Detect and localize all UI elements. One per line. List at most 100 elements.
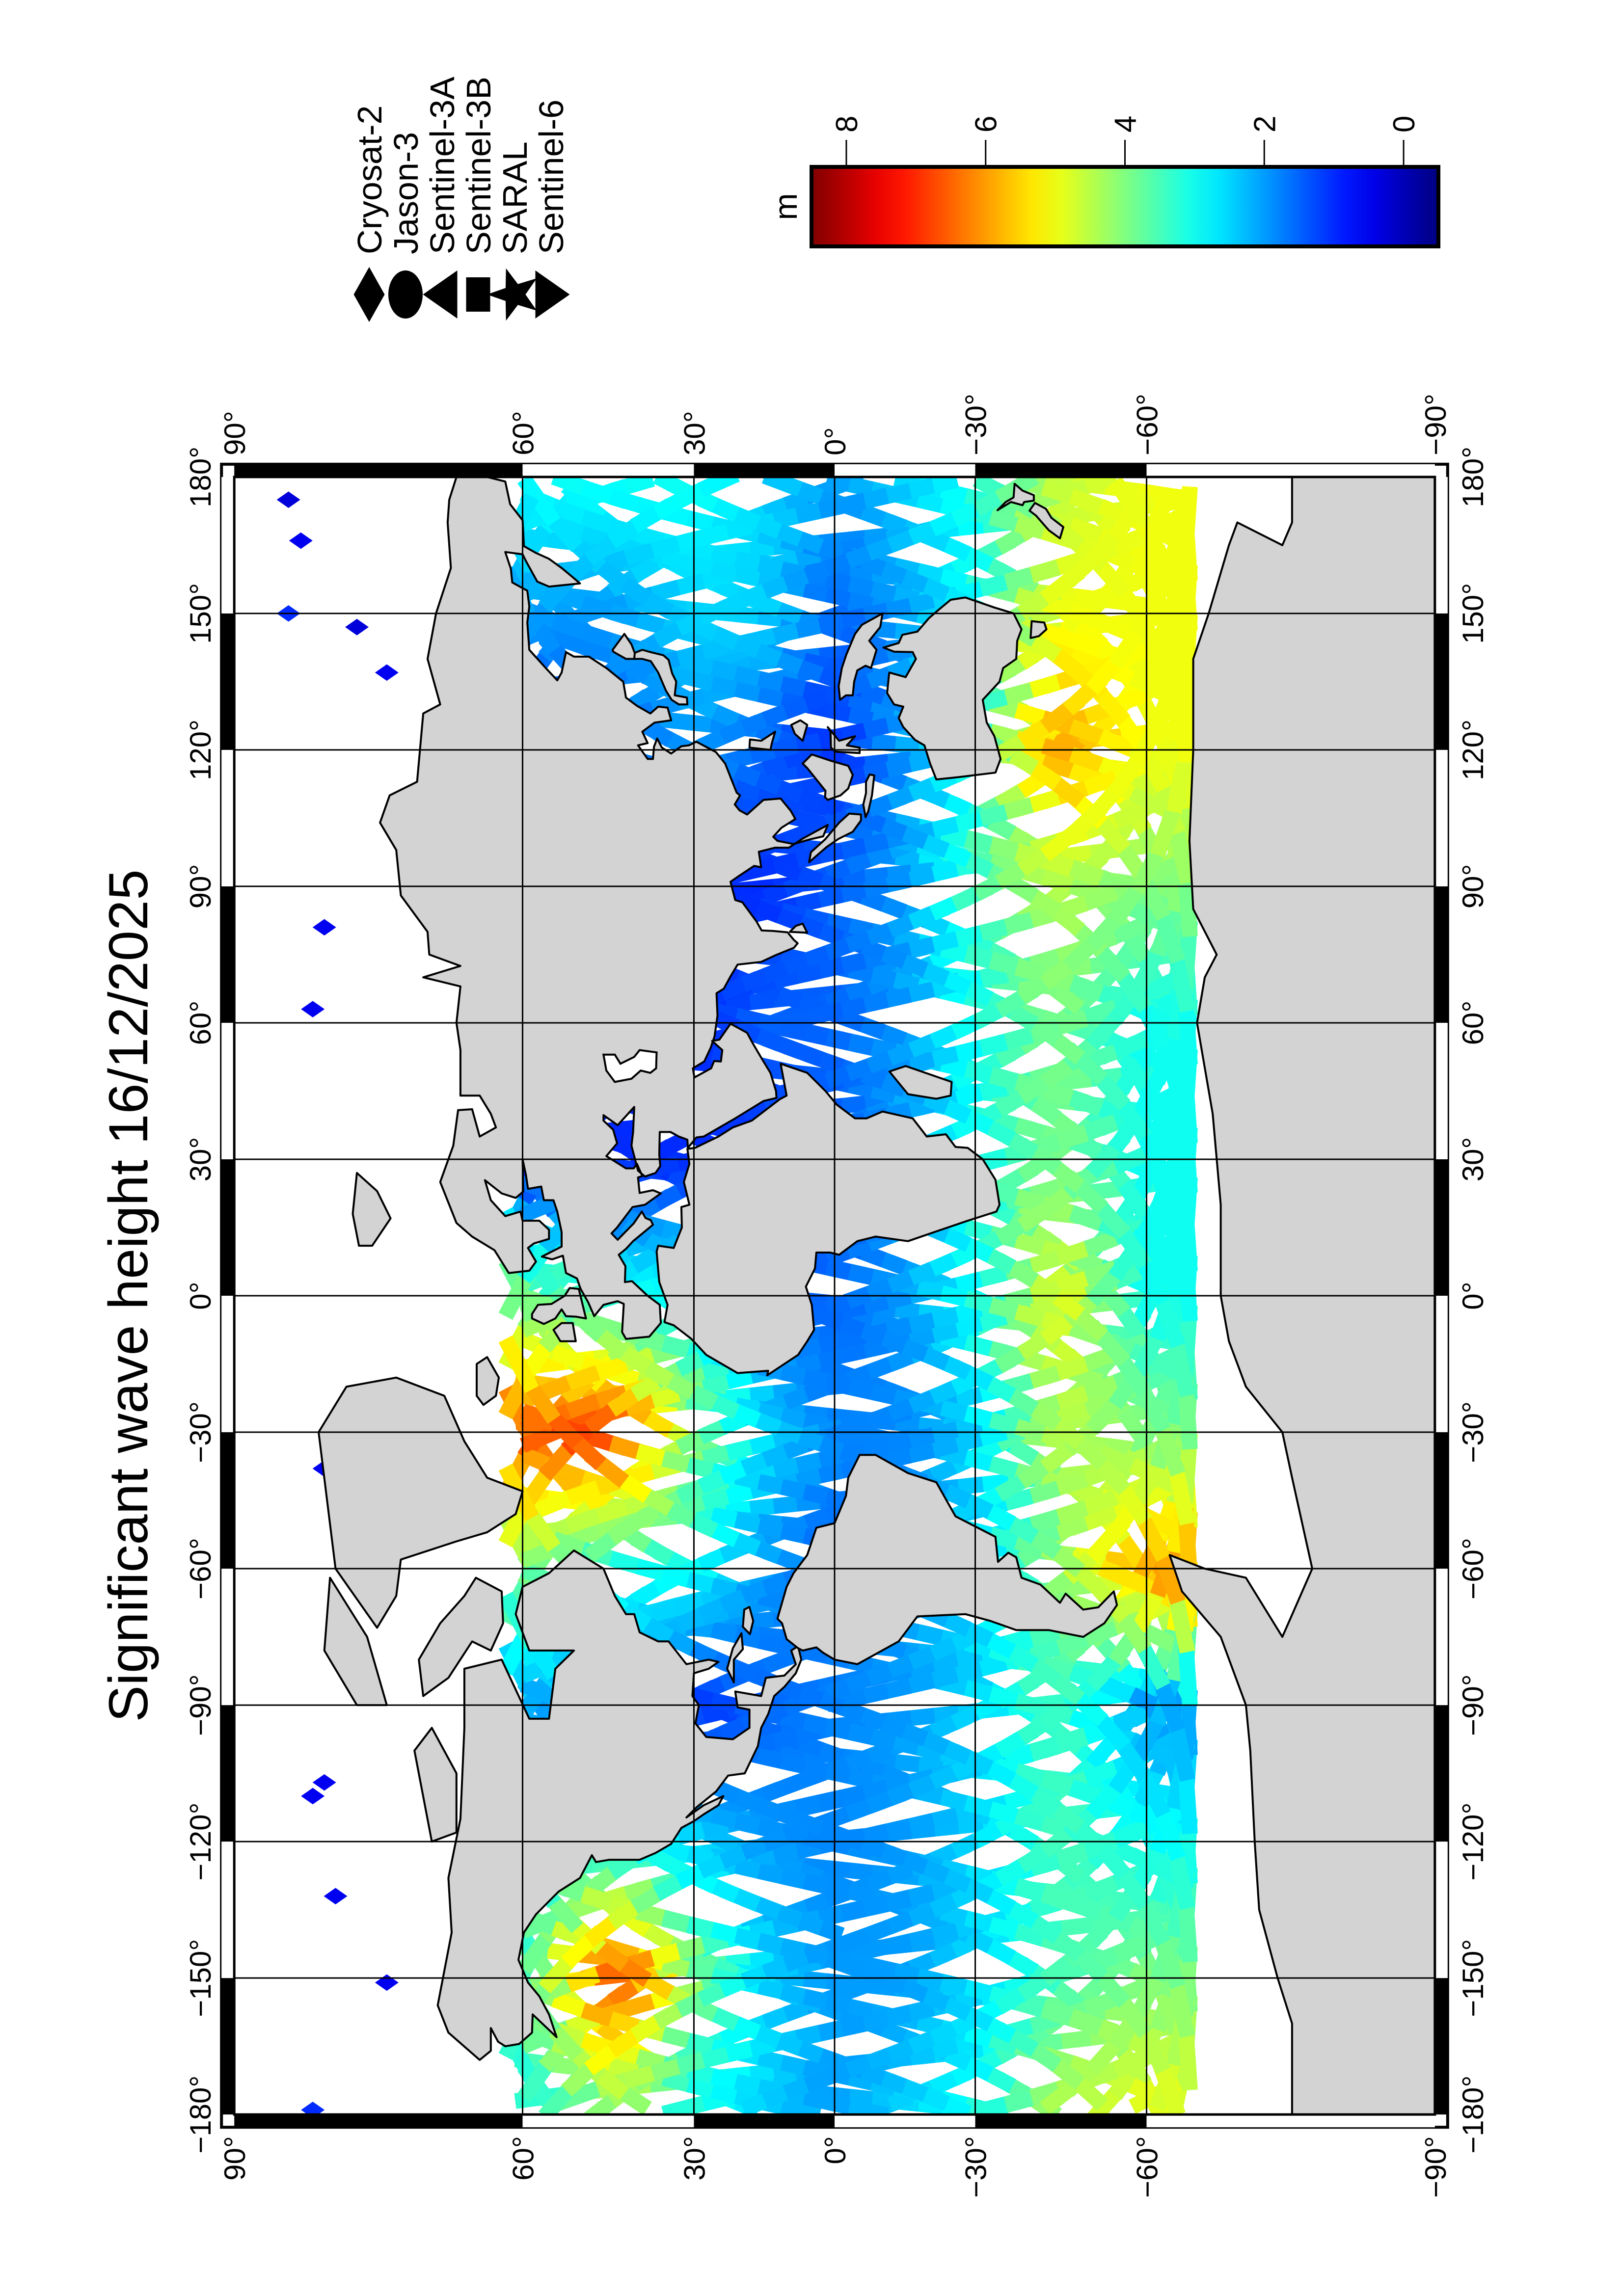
lon-tick-label-top: −180° [184, 2076, 217, 2154]
track-segment [1177, 1123, 1198, 1194]
legend-item: Jason-3 [387, 132, 425, 319]
frame-lon-segment [1434, 749, 1448, 886]
frame-lon-segment [221, 749, 235, 886]
track-segment [1177, 1764, 1198, 1835]
frame-lon-segment [1434, 1569, 1448, 1706]
frame-lon-segment [1434, 1842, 1448, 1978]
track-segment [1177, 995, 1198, 1066]
lon-tick-label-top: 60° [184, 1001, 217, 1045]
lon-tick-label-bottom: −60° [1457, 1538, 1489, 1600]
track-segment [824, 1951, 866, 1979]
frame-lon-segment [221, 1569, 235, 1706]
lat-tick-label-right: 30° [678, 411, 711, 455]
frame-lat-segment [975, 2114, 1147, 2128]
frame-lon-segment [1434, 1022, 1448, 1159]
track-segment [780, 2099, 822, 2115]
frame-lon-segment [1434, 1296, 1448, 1433]
frame-lon-segment [221, 1022, 235, 1159]
lon-tick-label-bottom: −30° [1457, 1401, 1489, 1463]
lon-tick-label-top: −30° [184, 1401, 217, 1463]
measurement-point [312, 919, 336, 936]
colorbar-tick-label: 8 [830, 116, 864, 133]
frame-lon-segment [221, 1705, 235, 1842]
frame-lat-segment [234, 464, 523, 477]
measurement-point [324, 1888, 348, 1905]
lat-tick-label-right: 60° [507, 411, 540, 455]
lat-tick-label-left: 90° [218, 2136, 251, 2181]
track-segment [1177, 511, 1198, 582]
track-segment [653, 477, 697, 503]
measurement-point [312, 1774, 336, 1791]
track-segment [1177, 1379, 1198, 1450]
map-title: Significant wave height 16/12/2025 [98, 869, 159, 1722]
frame-lat-segment [694, 464, 835, 477]
frame-lat-segment [975, 464, 1147, 477]
lat-tick-label-left: 0° [819, 2136, 852, 2164]
lon-tick-label-bottom: 90° [1457, 864, 1489, 909]
triangle-left-marker-icon [423, 270, 458, 319]
colorbar-unit-label: m [767, 193, 804, 220]
legend-item: Sentinel-3B [460, 77, 498, 312]
legend-label: Jason-3 [387, 132, 425, 254]
lat-tick-label-left: 30° [678, 2136, 711, 2181]
measurement-point [375, 664, 399, 681]
map-area [234, 477, 1435, 2115]
track-segment [847, 2099, 890, 2115]
colorbar-gradient [810, 165, 1440, 248]
frame-lat-segment [835, 464, 975, 477]
frame-lat-segment [835, 2114, 975, 2128]
frame-lon-segment [1434, 477, 1448, 614]
track-segment [661, 2096, 705, 2115]
frame-lat-segment [694, 2114, 835, 2128]
triangle-right-marker-icon [535, 270, 570, 319]
lat-tick-label-left: −60° [1131, 2136, 1164, 2198]
lon-tick-label-top: 180° [184, 447, 217, 507]
measurement-point [375, 1974, 399, 1991]
lat-tick-label-left: −90° [1419, 2136, 1452, 2198]
lon-tick-label-bottom: −180° [1457, 2076, 1489, 2154]
frame-lon-segment [221, 613, 235, 750]
lon-tick-label-bottom: 180° [1457, 447, 1489, 507]
measurement-point [301, 1001, 325, 1017]
frame-lat-segment [1146, 464, 1435, 477]
frame-lon-segment [1434, 1978, 1448, 2115]
frame-lon-segment [1434, 1159, 1448, 1296]
colorbar-tick-label: 2 [1248, 116, 1282, 133]
star-marker-icon [487, 268, 537, 321]
frame-lon-segment [1434, 1432, 1448, 1569]
frame-lat-segment [1146, 2114, 1435, 2128]
lon-tick-label-bottom: 0° [1457, 1281, 1489, 1309]
square-marker-icon [466, 277, 490, 312]
lon-tick-label-top: −150° [184, 1939, 217, 2017]
track-segment [1177, 867, 1198, 937]
frame-lon-segment [221, 1432, 235, 1569]
lon-tick-label-bottom: 120° [1457, 720, 1489, 780]
measurement-point [301, 1788, 325, 1805]
lat-tick-label-right: −60° [1131, 394, 1164, 455]
legend-label: SARAL [496, 141, 534, 254]
frame-lon-segment [1434, 886, 1448, 1023]
track-segment [761, 477, 803, 497]
lon-tick-label-top: 0° [184, 1281, 217, 1309]
frame-lon-segment [221, 1978, 235, 2115]
lat-tick-label-left: −30° [960, 2136, 993, 2198]
frame-lon-segment [221, 1842, 235, 1978]
legend-label: Cryosat-2 [351, 106, 389, 254]
legend-label: Sentinel-6 [532, 100, 570, 254]
measurement-point [345, 618, 369, 636]
lat-tick-label-right: 90° [218, 411, 251, 455]
track-segment [1177, 1636, 1198, 1707]
track-segment [498, 1335, 539, 1393]
lat-tick-label-left: 60° [507, 2136, 540, 2181]
lon-tick-label-top: 30° [184, 1137, 217, 1182]
lon-tick-label-top: 90° [184, 864, 217, 909]
lat-tick-label-right: 0° [819, 427, 852, 455]
track-segment [1177, 1251, 1198, 1322]
colorbar-tick-label: 0 [1387, 116, 1421, 133]
frame-lon-segment [1434, 613, 1448, 750]
lon-tick-label-top: 150° [184, 583, 217, 644]
colorbar-tick-label: 6 [970, 116, 1003, 133]
frame-lon-segment [221, 1296, 235, 1433]
